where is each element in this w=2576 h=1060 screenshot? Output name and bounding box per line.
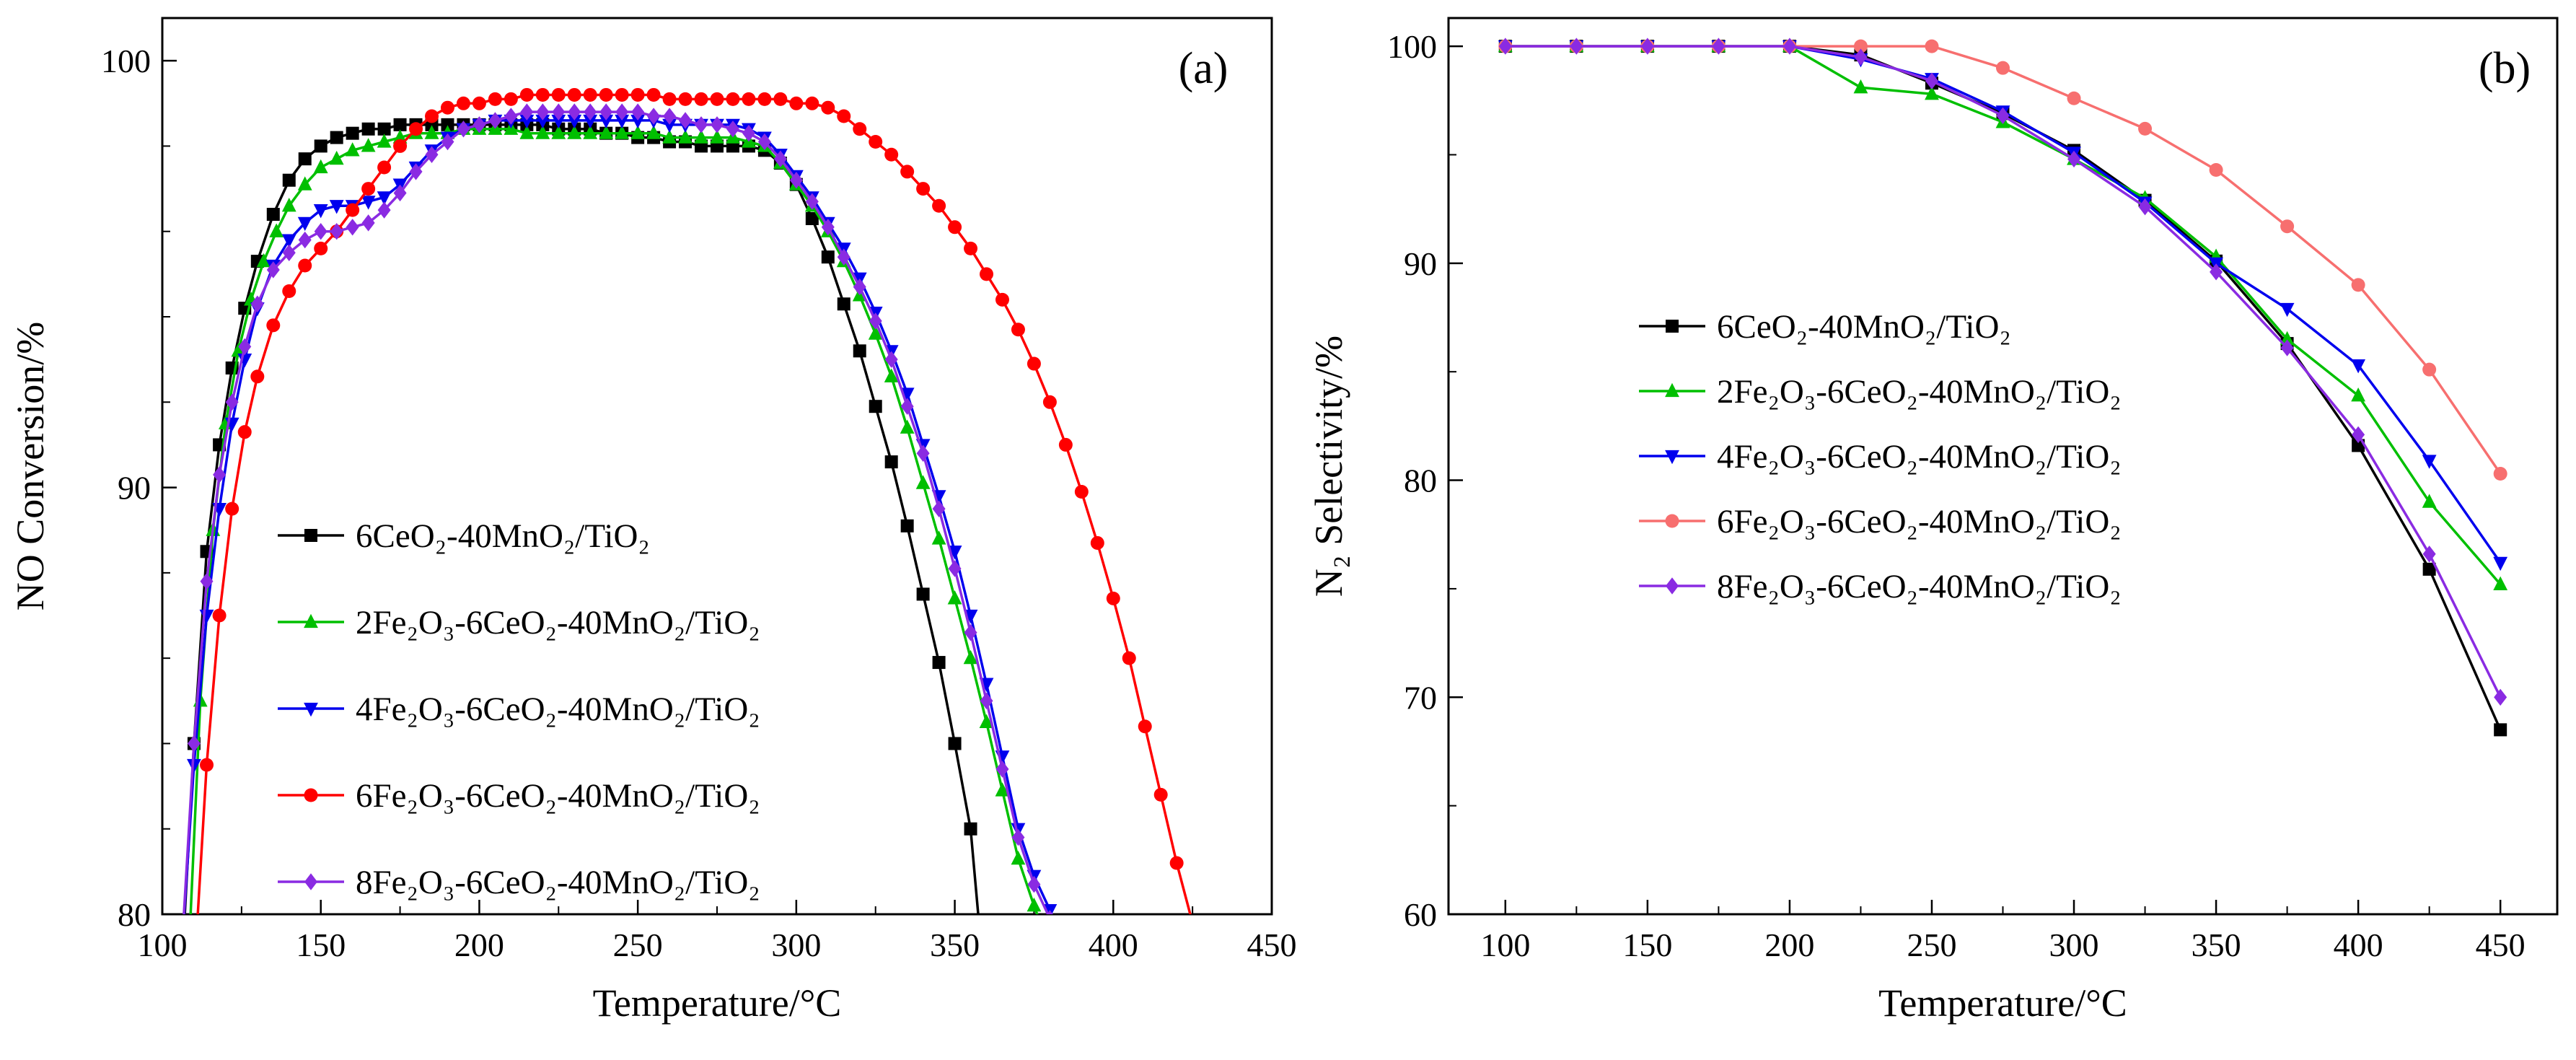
series-line: [196, 93, 1192, 914]
x-tick-label: 100: [1480, 927, 1530, 963]
x-tick-label: 450: [2476, 927, 2526, 963]
y-tick-label: 80: [118, 896, 151, 933]
series-layer: [1498, 38, 2508, 737]
legend-label: 6CeO₂-40MnO₂/TiO₂: [356, 517, 650, 555]
x-tick-label: 150: [1622, 927, 1672, 963]
x-tick-label: 450: [1247, 927, 1297, 963]
y-tick-label: 90: [1404, 245, 1437, 282]
legend-label: 2Fe₂O₃-6CeO₂-40MnO₂/TiO₂: [356, 604, 760, 641]
series-layer: [183, 87, 1192, 914]
x-tick-label: 400: [2334, 927, 2383, 963]
x-tick-label: 200: [1764, 927, 1814, 963]
legend-item: 6Fe₂O₃-6CeO₂-40MnO₂/TiO₂: [278, 777, 760, 815]
chart-panel-b: 100 150 200 250 300 350 400 450 60 70 80 90 100 Tempe…: [1298, 0, 2576, 1060]
chart-b-svg: 100 150 200 250 300 350 400 450 60 70 80 90 100 Tempe…: [1307, 17, 2559, 1025]
series-line: [183, 110, 1050, 914]
x-axis-label: Temperature/°C: [593, 981, 842, 1025]
legend-item: 4Fe₂O₃-6CeO₂-40MnO₂/TiO₂: [1639, 438, 2122, 476]
x-tick-label: 300: [771, 927, 821, 963]
y-tick-label: 90: [118, 470, 151, 507]
x-tick-label: 350: [2192, 927, 2241, 963]
y-axis-label: N₂ Selectivity/%: [1307, 336, 1350, 597]
legend-label: 2Fe₂O₃-6CeO₂-40MnO₂/TiO₂: [1717, 373, 2122, 411]
legend-label: 4Fe₂O₃-6CeO₂-40MnO₂/TiO₂: [356, 691, 760, 728]
x-axis-label: Temperature/°C: [1878, 981, 2127, 1025]
legend-label: 6CeO₂-40MnO₂/TiO₂: [1717, 308, 2011, 346]
x-tick-label: 250: [613, 927, 663, 963]
legend-item: 6Fe₂O₃-6CeO₂-40MnO₂/TiO₂: [1639, 503, 2122, 540]
legend-item: 4Fe₂O₃-6CeO₂-40MnO₂/TiO₂: [278, 691, 760, 728]
x-tick-label: 400: [1089, 927, 1138, 963]
y-axis-label: NO Conversion/%: [9, 322, 52, 610]
x-tick-label: 300: [2049, 927, 2099, 963]
legend-label: 4Fe₂O₃-6CeO₂-40MnO₂/TiO₂: [1717, 438, 2122, 476]
x-tick-label: 100: [138, 927, 188, 963]
legend: 6CeO₂-40MnO₂/TiO₂ 2Fe₂O₃-6CeO₂-40MnO₂/TiO…: [278, 517, 760, 901]
chart-root: 100 150 200 250 300 350 400 450 80 90 100 Temperatu…: [9, 17, 1297, 1025]
legend: 6CeO₂-40MnO₂/TiO₂ 2Fe₂O₃-6CeO₂-40MnO₂/TiO…: [1639, 308, 2122, 605]
series-diamond: [1498, 38, 2507, 706]
x-tick-label: 350: [930, 927, 980, 963]
legend-label: 8Fe₂O₃-6CeO₂-40MnO₂/TiO₂: [356, 864, 760, 901]
panel-letter: (b): [2479, 44, 2531, 93]
x-tick-label: 200: [454, 927, 504, 963]
chart-a-svg: 100 150 200 250 300 350 400 450 80 90 100 Temperatu…: [9, 17, 1297, 1025]
panel-letter: (a): [1179, 44, 1228, 93]
legend-label: 6Fe₂O₃-6CeO₂-40MnO₂/TiO₂: [356, 777, 760, 815]
chart-root: 100 150 200 250 300 350 400 450 60 70 80 90 100 Tempe…: [1307, 17, 2559, 1025]
legend-item: 2Fe₂O₃-6CeO₂-40MnO₂/TiO₂: [1639, 373, 2122, 411]
y-tick-label: 100: [101, 43, 151, 79]
legend-item: 8Fe₂O₃-6CeO₂-40MnO₂/TiO₂: [278, 864, 760, 901]
legend-item: 6CeO₂-40MnO₂/TiO₂: [278, 517, 650, 555]
x-tick-label: 150: [296, 927, 346, 963]
y-tick-label: 100: [1387, 28, 1437, 65]
chart-panel-a: 100 150 200 250 300 350 400 450 80 90 100 Temperatu…: [9, 17, 1297, 1025]
legend-item: 2Fe₂O₃-6CeO₂-40MnO₂/TiO₂: [278, 604, 760, 641]
legend-label: 6Fe₂O₃-6CeO₂-40MnO₂/TiO₂: [1717, 503, 2122, 540]
y-tick-label: 70: [1404, 679, 1437, 716]
series-line: [183, 119, 1053, 914]
x-tick-label: 250: [1907, 927, 1956, 963]
y-tick-label: 80: [1404, 463, 1437, 499]
legend-label: 8Fe₂O₃-6CeO₂-40MnO₂/TiO₂: [1717, 568, 2122, 605]
y-tick-label: 60: [1404, 896, 1437, 933]
legend-item: 6CeO₂-40MnO₂/TiO₂: [1639, 308, 2011, 346]
legend-item: 8Fe₂O₃-6CeO₂-40MnO₂/TiO₂: [1639, 568, 2122, 605]
series-diamond: [183, 103, 1053, 914]
